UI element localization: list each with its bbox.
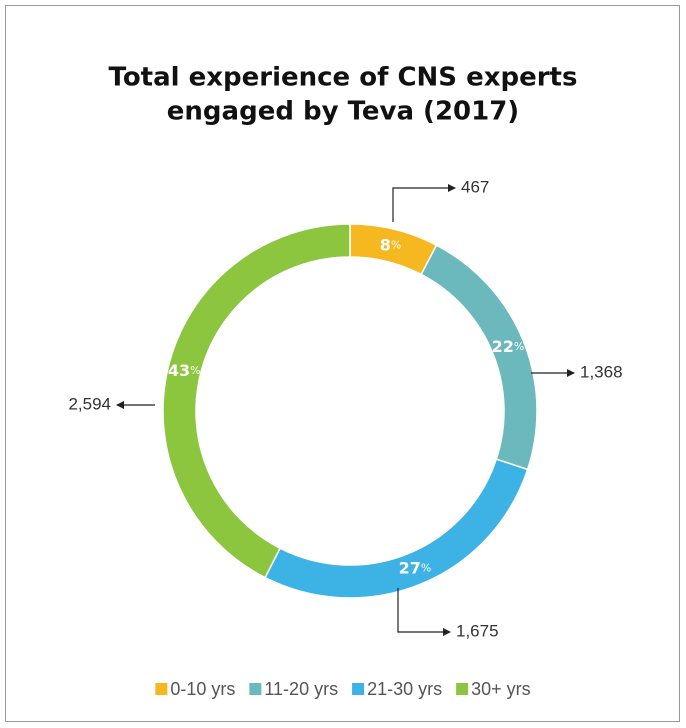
legend-swatch: [155, 683, 168, 695]
legend-label: 21-30 yrs: [367, 679, 442, 699]
legend-swatch: [352, 683, 365, 695]
legend-swatch: [249, 683, 262, 695]
leader-arrow: [392, 184, 456, 222]
leader-arrow: [397, 588, 451, 636]
legend: 0-10 yrs 11-20 yrs 21-30 yrs 30+ yrs: [155, 679, 531, 699]
percent-label: 43%: [168, 361, 201, 380]
percent-label: 22%: [492, 336, 525, 355]
legend-label: 30+ yrs: [471, 679, 531, 699]
value-label: 1,675: [456, 621, 499, 640]
percent-label: 27%: [399, 558, 432, 577]
legend-label: 11-20 yrs: [264, 679, 338, 699]
legend-label: 0-10 yrs: [170, 679, 235, 699]
legend-swatch: [456, 683, 469, 695]
chart-title: Total experience of CNS experts: [109, 63, 578, 93]
value-label: 467: [461, 177, 489, 196]
frame: [5, 5, 680, 722]
value-label: 2,594: [68, 394, 111, 413]
value-label: 1,368: [580, 362, 623, 381]
chart-title: engaged by Teva (2017): [167, 97, 519, 127]
percent-label: 8%: [380, 235, 402, 254]
donut-segment: [162, 223, 351, 579]
